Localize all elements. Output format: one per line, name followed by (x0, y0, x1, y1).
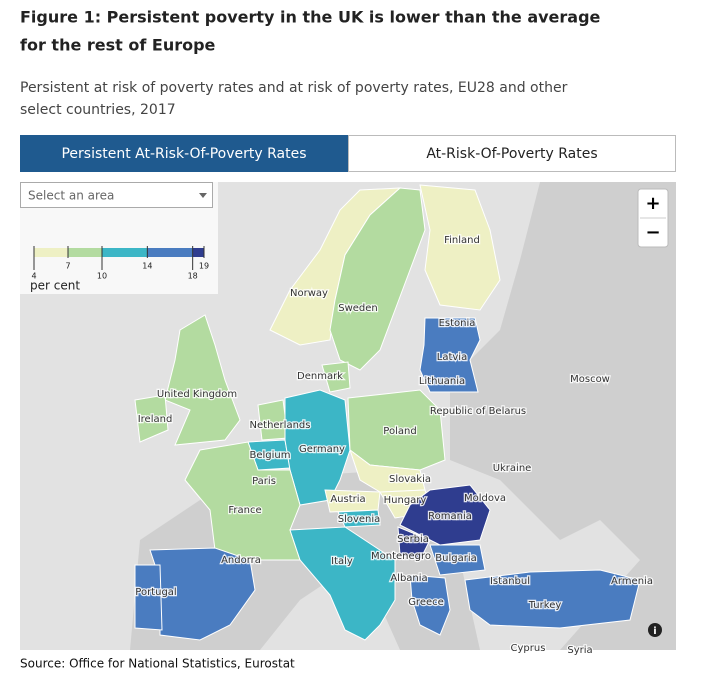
legend-swatch (147, 248, 193, 257)
country (429, 544, 486, 576)
map-label: Romania (428, 511, 472, 522)
country (409, 574, 451, 636)
map-label: Paris (252, 476, 276, 487)
country (419, 184, 501, 311)
tab[interactable] (348, 135, 676, 172)
map-label: Albania (390, 573, 427, 584)
legend-swatch (68, 248, 102, 257)
map-label: Italy (331, 556, 353, 567)
map-label: Moldova (464, 493, 506, 504)
map-label: Estonia (439, 318, 476, 329)
map-label: United Kingdom (157, 389, 237, 400)
legend-unit: per cent (30, 279, 80, 293)
legend-swatch (34, 248, 68, 257)
country (329, 187, 426, 371)
country (464, 569, 641, 629)
map-label: Serbia (397, 534, 429, 545)
map-label: Greece (408, 597, 444, 608)
map-label: Istanbul (490, 576, 530, 587)
country (134, 564, 163, 631)
subtitle-line: select countries, 2017 (20, 102, 176, 118)
map-label: Austria (330, 494, 365, 505)
map-label: Lithuania (419, 376, 465, 387)
country (399, 484, 491, 546)
map-label: France (228, 505, 261, 516)
map-label: Finland (444, 235, 480, 246)
select-box[interactable] (20, 182, 213, 208)
map-label: Turkey (528, 600, 562, 611)
info-icon-glyph: i (653, 626, 656, 637)
map-label: Republic of Belarus (430, 406, 526, 417)
country (321, 361, 351, 393)
map-label: Cyprus (511, 643, 546, 654)
country (419, 317, 481, 393)
map-label: Portugal (135, 587, 176, 598)
map-label: Ireland (138, 414, 173, 425)
subtitle-line: Persistent at risk of poverty rates and … (20, 80, 568, 96)
map-label: Syria (567, 645, 592, 656)
map-label: Norway (290, 288, 328, 299)
land-background (20, 182, 676, 650)
select-arrow (199, 193, 207, 198)
country (397, 526, 431, 561)
map-label: Slovakia (389, 474, 431, 485)
map-label: Armenia (611, 576, 653, 587)
title-line: Figure 1: Persistent poverty in the UK i… (20, 8, 601, 27)
zoom-out[interactable]: − (645, 222, 660, 243)
country (134, 394, 169, 443)
legend-swatch (102, 248, 148, 257)
map-label: Bulgaria (435, 553, 476, 564)
tab-active[interactable] (20, 135, 348, 172)
legend-tick-label: 14 (142, 262, 152, 271)
legend-swatch (192, 248, 204, 257)
map-label: Hungary (384, 495, 427, 506)
country (289, 526, 396, 641)
title-line: for the rest of Europe (20, 36, 216, 55)
legend-tick-label: 4 (31, 272, 36, 281)
map-label: Latvia (437, 352, 467, 363)
map-label: Germany (299, 444, 345, 455)
map-label: Denmark (297, 371, 343, 382)
legend-tick-label: 7 (65, 262, 70, 271)
country (337, 509, 381, 528)
map-label: Ukraine (493, 463, 532, 474)
map-label: Sweden (338, 303, 378, 314)
select-placeholder[interactable]: Select an area (28, 189, 114, 203)
legend-tick-label: 19 (199, 262, 209, 271)
map: + − i Select an area per cent (20, 182, 676, 650)
legend-tick-label: 10 (97, 272, 107, 281)
zoom-in[interactable]: + (645, 193, 660, 214)
map-label: Montenegro (371, 551, 431, 562)
map-label: Moscow (570, 374, 610, 385)
legend-tick-label: 18 (188, 272, 198, 281)
info-icon[interactable] (648, 623, 662, 637)
country (164, 314, 241, 446)
map-label: Belgium (250, 450, 291, 461)
tab-label[interactable]: Persistent At-Risk-Of-Poverty Rates (61, 146, 306, 162)
zoom-control: + − (637, 188, 669, 248)
map-label: Slovenia (338, 514, 381, 525)
source: Source: Office for National Statistics, … (20, 657, 295, 671)
map-label: Poland (383, 426, 416, 437)
map-label: Andorra (221, 555, 261, 566)
tab-label[interactable]: At-Risk-Of-Poverty Rates (426, 146, 597, 162)
map-label: Netherlands (250, 420, 311, 431)
